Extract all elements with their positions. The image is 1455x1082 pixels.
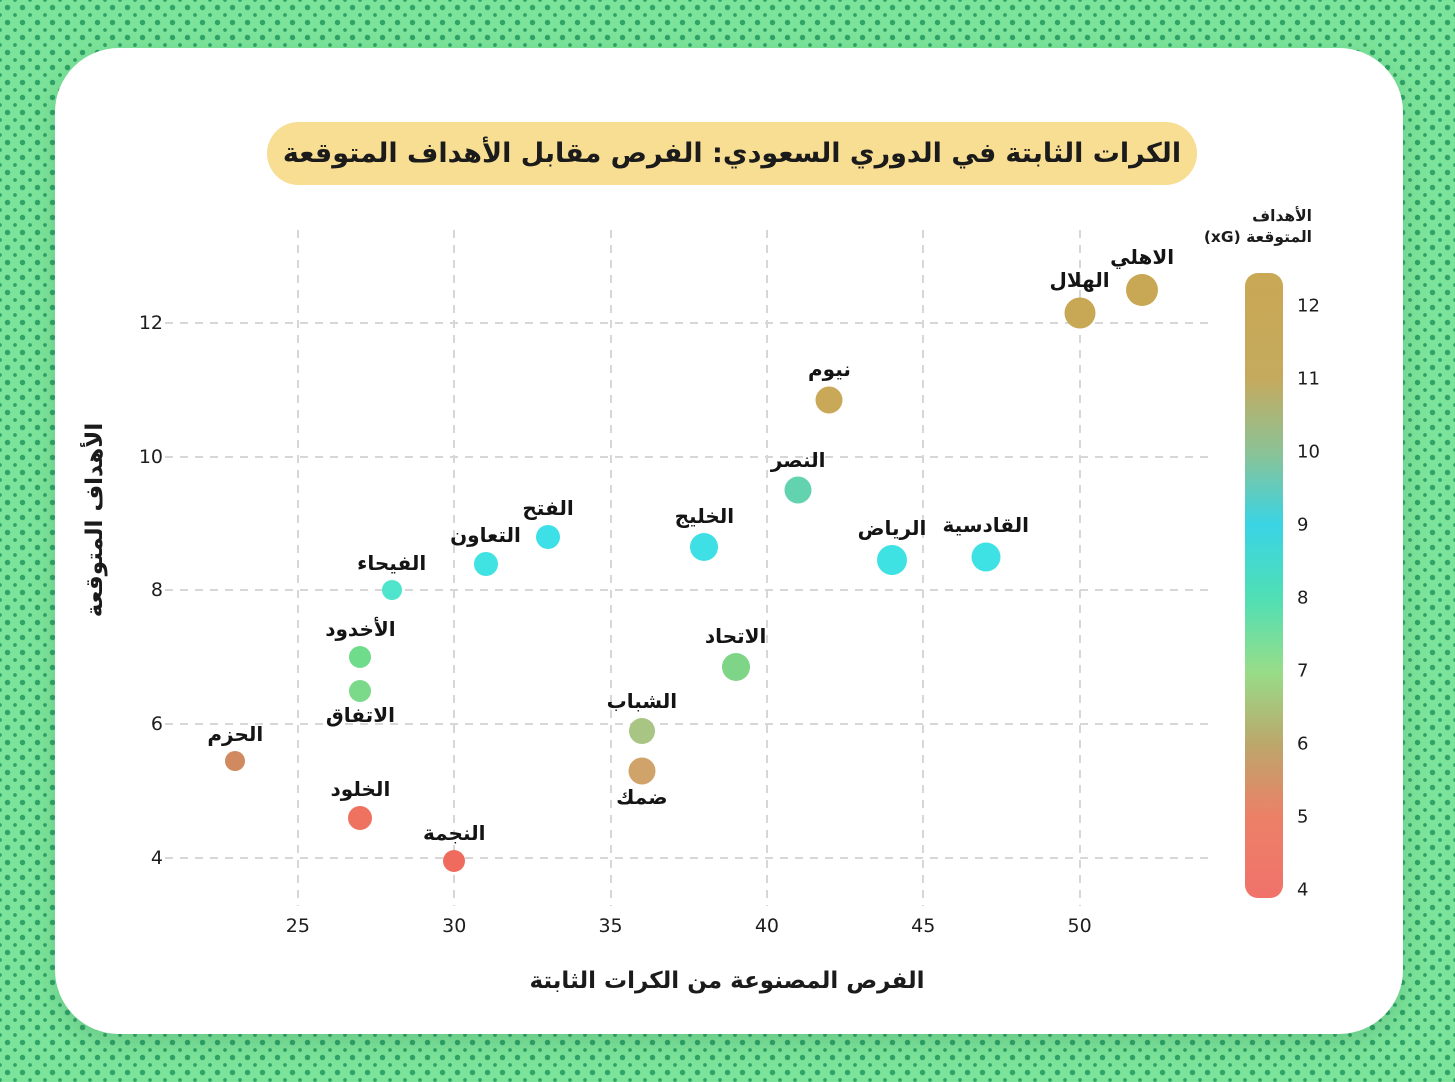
scatter-point-label-4: الفتح (522, 495, 574, 520)
gridline-y-4 (165, 856, 1215, 859)
scatter-point-13[interactable] (628, 717, 655, 744)
scatter-point-label-0: الاهلي (1110, 244, 1175, 269)
scatter-point-5[interactable] (690, 532, 719, 561)
scatter-point-label-9: الفيحاء (357, 551, 427, 576)
y-tick-label-8: 8 (150, 579, 163, 602)
gridline-y-6 (165, 723, 1215, 726)
scatter-point-label-2: نيوم (808, 357, 851, 382)
colorbar-title-line2: المتوقعة (xG) (1203, 227, 1312, 246)
scatter-point-6[interactable] (971, 542, 1001, 572)
colorbar-tick-12: 12 (1297, 295, 1320, 317)
scatter-point-label-1: الهلال (1049, 268, 1110, 293)
colorbar-title: الأهداف المتوقعة (xG) (1160, 206, 1312, 248)
colorbar-tick-11: 11 (1297, 368, 1320, 390)
plot-area: الاهلي الهلال نيوم النصر الفتح الخليج القادسية… (165, 230, 1215, 906)
scatter-point-8[interactable] (473, 551, 498, 576)
scatter-point-label-16: الخلود (330, 776, 391, 801)
scatter-point-9[interactable] (381, 580, 402, 601)
gridline-x-45 (922, 230, 925, 906)
scatter-point-2[interactable] (815, 386, 843, 414)
colorbar-title-line1: الأهداف (1252, 207, 1312, 225)
scatter-point-15[interactable] (628, 757, 656, 785)
gridline-y-12 (165, 321, 1215, 324)
scatter-point-label-8: التعاون (450, 522, 521, 547)
scatter-point-label-14: الحزم (207, 721, 264, 746)
colorbar-tick-10: 10 (1297, 441, 1320, 463)
gridline-x-35 (609, 230, 612, 906)
chart-card (55, 48, 1403, 1034)
gridline-x-30 (453, 230, 456, 906)
x-axis-title: الفرص المصنوعة من الكرات الثابتة (529, 968, 925, 994)
x-tick-label-35: 35 (598, 915, 623, 937)
x-tick-label-45: 45 (911, 915, 936, 937)
scatter-point-11[interactable] (721, 653, 750, 682)
chart-title-pill: الكرات الثابتة في الدوري السعودي: الفرص … (267, 122, 1197, 185)
scatter-point-12[interactable] (349, 679, 372, 702)
scatter-point-0[interactable] (1126, 273, 1159, 306)
scatter-point-label-7: الرياض (857, 516, 927, 541)
gridline-x-40 (765, 230, 768, 906)
y-tick-label-10: 10 (138, 445, 163, 468)
colorbar-gradient (1245, 273, 1283, 898)
scatter-point-label-11: الاتحاد (704, 624, 767, 649)
gridline-y-10 (165, 455, 1215, 458)
y-tick-label-6: 6 (150, 713, 163, 736)
colorbar-tick-5: 5 (1297, 806, 1309, 828)
scatter-point-7[interactable] (876, 545, 907, 576)
gridline-y-8 (165, 589, 1215, 592)
colorbar-tick-9: 9 (1297, 514, 1309, 536)
x-tick-label-30: 30 (442, 915, 467, 937)
y-axis-title: الأهداف المتوقعة (82, 422, 108, 618)
x-tick-label-40: 40 (754, 915, 779, 937)
y-tick-label-4: 4 (150, 846, 163, 869)
scatter-point-label-12: الاتفاق (325, 702, 395, 727)
colorbar-tick-7: 7 (1297, 660, 1309, 682)
scatter-point-3[interactable] (784, 476, 812, 504)
colorbar-tick-4: 4 (1297, 879, 1309, 901)
scatter-point-label-17: النجمة (422, 821, 486, 846)
scatter-point-1[interactable] (1064, 297, 1096, 329)
scatter-point-16[interactable] (348, 805, 373, 830)
scatter-point-label-15: ضمك (616, 785, 668, 810)
scatter-point-label-5: الخليج (674, 503, 735, 528)
x-tick-label-50: 50 (1067, 915, 1092, 937)
y-tick-label-12: 12 (138, 311, 163, 334)
gridline-x-25 (296, 230, 299, 906)
scatter-point-label-6: القادسية (942, 513, 1030, 538)
chart-title-rest: في الدوري السعودي: الفرص مقابل الأهداف ا… (282, 138, 997, 169)
scatter-point-label-10: الأخدود (325, 617, 396, 642)
scatter-point-14[interactable] (225, 750, 246, 771)
x-tick-label-25: 25 (285, 915, 310, 937)
colorbar-tick-8: 8 (1297, 587, 1309, 609)
colorbar-tick-6: 6 (1297, 733, 1309, 755)
scatter-point-4[interactable] (536, 524, 561, 549)
gridline-x-50 (1078, 230, 1081, 906)
scatter-point-label-3: النصر (770, 447, 826, 472)
chart-title-bold: الكرات الثابتة (1005, 138, 1182, 169)
scatter-point-10[interactable] (349, 646, 372, 669)
scatter-point-label-13: الشباب (606, 688, 678, 713)
scatter-point-17[interactable] (443, 850, 466, 873)
